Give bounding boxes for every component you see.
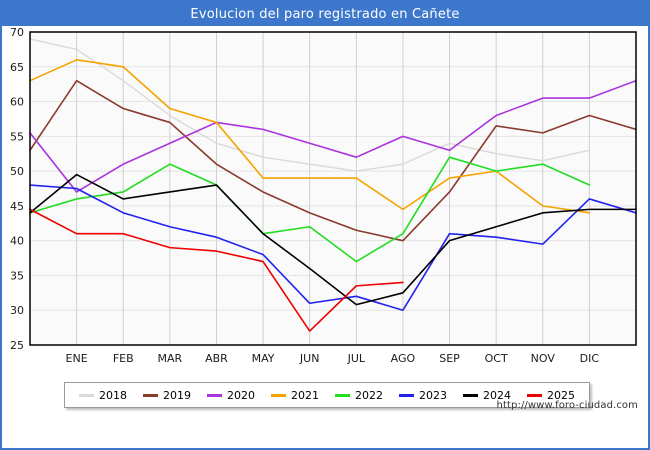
plot-background xyxy=(30,32,636,345)
x-tick-label-SEP: SEP xyxy=(439,352,460,365)
legend-label: 2022 xyxy=(355,388,383,402)
legend-swatch-icon xyxy=(399,393,414,397)
legend-item-2021[interactable]: 2021 xyxy=(271,389,319,402)
series-line-2019 xyxy=(29,79,637,242)
series-line-2018 xyxy=(29,38,591,172)
series-line-2023 xyxy=(29,184,637,312)
y-tick-label: 45 xyxy=(10,200,24,213)
x-tick-label-MAY: MAY xyxy=(252,352,275,365)
y-tick-label: 35 xyxy=(10,269,24,282)
legend-item-2025[interactable]: 2025 xyxy=(527,389,575,402)
series-line-2020 xyxy=(29,79,637,193)
plot-area-wrapper: 25 30 35 40 45 50 55 60 65 70 ENE FEB MAR ABR MAY JUN J… xyxy=(2,26,648,450)
y-tick-label: 50 xyxy=(10,165,24,178)
series-line-2022 xyxy=(29,156,591,263)
y-tick-label: 25 xyxy=(10,339,24,352)
x-tick-label-JUN: JUN xyxy=(299,352,320,365)
y-axis-tick-labels: 25 30 35 40 45 50 55 60 65 70 xyxy=(10,26,24,352)
legend-swatch-icon xyxy=(335,393,350,397)
series-line-2024 xyxy=(29,173,637,306)
legend-label: 2019 xyxy=(163,388,191,402)
x-axis-tick-labels: ENE FEB MAR ABR MAY JUN JUL AGO SEP OCT NOV DIC xyxy=(66,352,600,365)
legend-item-2022[interactable]: 2022 xyxy=(335,389,383,402)
x-tick-label-JUL: JUL xyxy=(347,352,366,365)
legend-swatch-icon xyxy=(527,393,542,397)
legend-swatch-icon xyxy=(207,393,222,397)
source-url: http://www.foro-ciudad.com xyxy=(496,400,638,411)
legend-swatch-icon xyxy=(79,393,94,397)
legend-item-2024[interactable]: 2024 xyxy=(463,389,511,402)
x-tick-label-FEB: FEB xyxy=(113,352,134,365)
x-tick-label-ENE: ENE xyxy=(66,352,88,365)
x-tick-label-ABR: ABR xyxy=(205,352,228,365)
legend-label: 2025 xyxy=(547,388,575,402)
page-title: Evolucion del paro registrado en Cañete xyxy=(190,6,460,22)
legend-label: 2020 xyxy=(227,388,255,402)
x-tick-label-OCT: OCT xyxy=(485,352,508,365)
x-tick-label-DIC: DIC xyxy=(580,352,600,365)
y-tick-label: 65 xyxy=(10,61,24,74)
legend-item-2019[interactable]: 2019 xyxy=(143,389,191,402)
y-tick-label: 55 xyxy=(10,130,24,143)
x-tick-label-MAR: MAR xyxy=(158,352,183,365)
legend-item-2020[interactable]: 2020 xyxy=(207,389,255,402)
legend-item-2018[interactable]: 2018 xyxy=(79,389,127,402)
line-chart: 25 30 35 40 45 50 55 60 65 70 ENE FEB MAR ABR MAY JUN J… xyxy=(10,26,637,365)
legend-label: 2023 xyxy=(419,388,447,402)
legend-label: 2018 xyxy=(99,388,127,402)
y-tick-label: 60 xyxy=(10,96,24,109)
y-tick-label: 40 xyxy=(10,235,24,248)
window-title-bar: Evolucion del paro registrado en Cañete xyxy=(2,2,648,26)
legend-label: 2021 xyxy=(291,388,319,402)
legend-swatch-icon xyxy=(463,393,478,397)
series-line-2025 xyxy=(29,208,404,332)
x-tick-label-AGO: AGO xyxy=(391,352,416,365)
x-tick-label-NOV: NOV xyxy=(531,352,556,365)
data-series-lines xyxy=(29,38,637,332)
legend-label: 2024 xyxy=(483,388,511,402)
chart-legend: 2018 2019 2020 2021 2022 2023 2024 2025 xyxy=(64,382,590,408)
y-tick-label: 30 xyxy=(10,304,24,317)
legend-swatch-icon xyxy=(271,393,286,397)
plot-frame xyxy=(29,31,637,346)
legend-item-2023[interactable]: 2023 xyxy=(399,389,447,402)
y-tick-label: 70 xyxy=(10,26,24,39)
legend-swatch-icon xyxy=(143,393,158,397)
